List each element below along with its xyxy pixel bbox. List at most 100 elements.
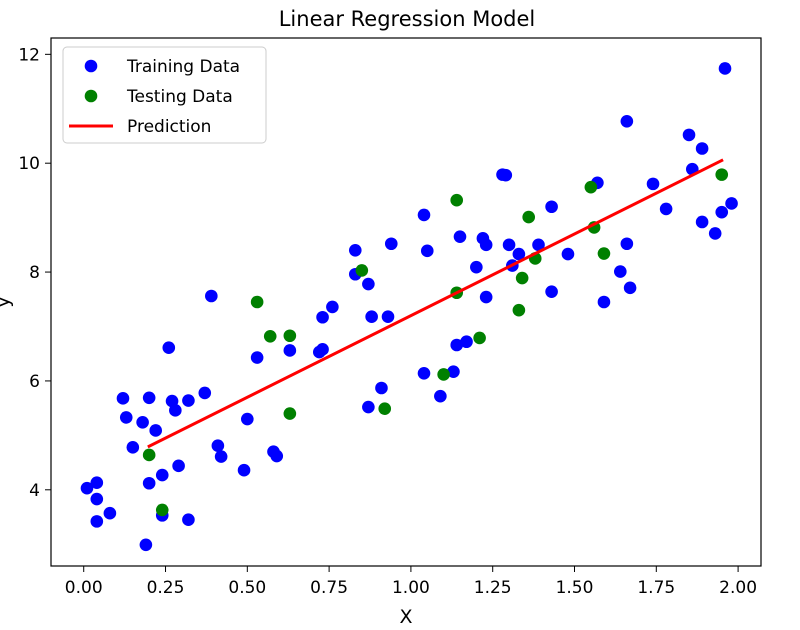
legend: Training Data Testing Data Prediction [62, 46, 267, 144]
testing-point [522, 210, 535, 224]
training-point [659, 202, 673, 216]
training-point [499, 168, 513, 182]
training-point [479, 290, 493, 304]
training-point [718, 62, 732, 75]
training-point [470, 260, 483, 274]
testing-point [597, 247, 611, 260]
training-point [316, 343, 329, 356]
training-point [283, 344, 297, 357]
training-point [90, 492, 104, 506]
testing-point [283, 407, 297, 420]
testing-point [378, 402, 392, 415]
training-point [169, 404, 182, 417]
training-point [126, 441, 140, 454]
training-point [695, 142, 709, 155]
training-point [715, 205, 729, 219]
testing-point [715, 168, 729, 181]
training-point [682, 128, 696, 142]
testing-point [263, 329, 277, 343]
training-point [362, 400, 375, 414]
training-point [90, 476, 104, 490]
x-axis-label: X [399, 606, 412, 628]
training-point [90, 515, 104, 528]
training-point [182, 513, 195, 527]
legend-label: Testing Data [126, 87, 233, 107]
legend-label: Prediction [127, 117, 211, 137]
training-point [250, 351, 264, 364]
training-point [142, 391, 156, 405]
testing-point [283, 329, 297, 343]
training-point [375, 381, 388, 395]
prediction-line [147, 158, 724, 449]
training-point [512, 247, 526, 261]
chart-title: Linear Regression Model [279, 7, 536, 31]
training-point [532, 238, 545, 252]
legend-marker-swatch [84, 59, 98, 73]
training-point [348, 243, 362, 257]
training-point [725, 197, 738, 210]
training-point [182, 394, 195, 407]
training-point [450, 338, 464, 352]
training-point [316, 310, 329, 324]
legend-label: Training Data [126, 57, 240, 77]
testing-point [512, 303, 526, 317]
training-point [381, 310, 395, 323]
y-tick-label: 12 [18, 45, 40, 65]
x-tick-label: 1.00 [392, 578, 430, 598]
training-point [149, 424, 163, 437]
training-point [162, 341, 176, 355]
x-axis: 0.00 0.25 0.50 0.75 1.00 1.25 1.50 1.75 2.00 [65, 566, 757, 598]
training-point [139, 538, 153, 552]
x-tick-label: 0.75 [310, 578, 348, 598]
y-axis-label: y [0, 296, 14, 307]
training-point [620, 114, 634, 128]
training-point [119, 411, 133, 424]
training-point [270, 449, 284, 463]
testing-point [515, 271, 529, 285]
training-point [198, 386, 212, 400]
legend-marker-swatch [84, 89, 98, 103]
training-point [620, 237, 634, 251]
y-tick-label: 4 [29, 481, 40, 501]
training-point [142, 476, 156, 490]
training-point [214, 450, 228, 463]
training-point [646, 177, 660, 191]
training-point [384, 237, 398, 251]
training-point [502, 238, 516, 252]
training-point [453, 230, 467, 243]
training-point [172, 459, 185, 473]
training-point [460, 335, 473, 349]
training-point [205, 289, 218, 303]
training-point [116, 392, 130, 405]
training-point [326, 300, 339, 314]
y-axis: 4 6 8 10 12 [18, 45, 51, 501]
training-point [561, 247, 575, 261]
training-point [417, 367, 431, 380]
training-point [365, 310, 378, 323]
testing-point [250, 295, 264, 309]
training-point [479, 238, 493, 252]
training-point [103, 506, 117, 520]
training-point [155, 468, 169, 482]
axes-frame [50, 37, 762, 567]
training-point [708, 227, 722, 240]
training-point [420, 244, 434, 258]
x-tick-label: 1.25 [474, 578, 512, 598]
training-point [241, 412, 254, 426]
legend-box [62, 46, 267, 144]
x-tick-label: 1.50 [556, 578, 594, 598]
training-point [695, 215, 709, 229]
testing-point [155, 503, 169, 517]
training-point [362, 277, 375, 291]
y-tick-label: 8 [29, 263, 40, 283]
testing-point [450, 193, 464, 207]
plot-area [80, 62, 738, 552]
training-point [237, 463, 251, 477]
training-point [417, 208, 431, 222]
testing-point [355, 264, 369, 277]
x-tick-label: 0.50 [228, 578, 266, 598]
testing-point [142, 448, 156, 462]
training-point [545, 200, 558, 214]
x-tick-label: 0.00 [65, 578, 103, 598]
y-tick-label: 10 [18, 154, 40, 174]
